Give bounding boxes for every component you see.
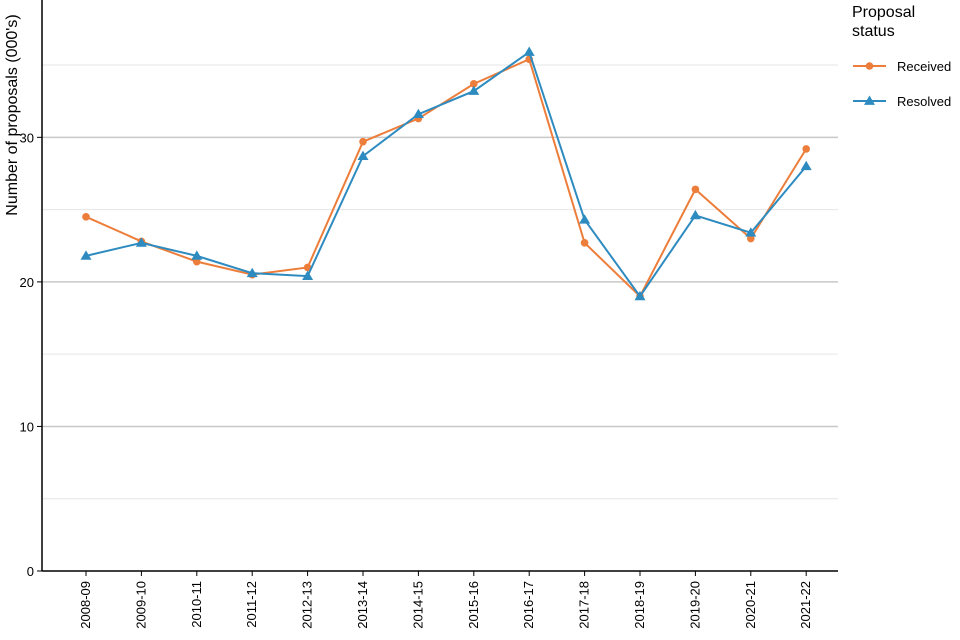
x-tick-label: 2020-21 bbox=[743, 581, 758, 629]
data-point-resolved bbox=[302, 270, 314, 280]
x-tick-label: 2016-17 bbox=[521, 581, 536, 629]
series-line-resolved bbox=[85, 50, 807, 299]
y-tick-label: 10 bbox=[20, 419, 34, 434]
data-point-resolved bbox=[689, 209, 701, 220]
y-tick-label: 30 bbox=[20, 130, 34, 145]
data-point-received bbox=[193, 257, 201, 266]
data-point-resolved bbox=[579, 214, 591, 224]
legend: Proposal status Received Resolved bbox=[852, 4, 951, 109]
data-point-received bbox=[359, 137, 367, 146]
y-axis-ticks: 0 10 20 30 bbox=[20, 130, 42, 579]
data-point-received bbox=[82, 213, 90, 221]
legend-label-resolved: Resolved bbox=[897, 94, 951, 109]
legend-swatch-marker bbox=[865, 62, 874, 70]
x-tick-label: 2009-10 bbox=[133, 581, 148, 629]
legend-item-received: Received bbox=[853, 59, 951, 74]
legend-title-line-1: Proposal bbox=[852, 4, 915, 21]
data-point-resolved bbox=[80, 250, 92, 260]
x-tick-label: 2008-09 bbox=[78, 581, 93, 629]
x-tick-label: 2010-11 bbox=[189, 581, 204, 628]
x-tick-label: 2018-19 bbox=[632, 581, 647, 629]
x-tick-label: 2014-15 bbox=[410, 581, 425, 629]
x-tick-label: 2017-18 bbox=[577, 581, 592, 629]
legend-item-resolved: Resolved bbox=[853, 94, 951, 109]
data-point-resolved bbox=[468, 85, 480, 95]
data-point-resolved bbox=[745, 227, 757, 237]
x-tick-label: 2012-13 bbox=[300, 581, 315, 629]
x-tick-label: 2019-20 bbox=[687, 581, 702, 629]
data-point-received bbox=[303, 263, 312, 272]
y-axis-title: Number of proposals (000's) bbox=[4, 14, 21, 215]
series-resolved bbox=[80, 46, 812, 301]
x-axis-ticks: 2008-09 2009-10 2010-11 2011-12 2012-13 2013-… bbox=[78, 571, 813, 629]
data-point-received bbox=[802, 145, 810, 153]
data-point-received bbox=[580, 239, 589, 247]
series-line-received bbox=[85, 57, 808, 298]
data-point-resolved bbox=[191, 250, 203, 260]
data-point-resolved bbox=[357, 150, 369, 160]
data-point-resolved bbox=[246, 267, 258, 278]
data-point-resolved bbox=[523, 46, 535, 56]
x-tick-label: 2015-16 bbox=[466, 581, 481, 629]
data-point-resolved bbox=[412, 108, 424, 119]
gridlines bbox=[42, 64, 838, 500]
y-tick-label: 20 bbox=[20, 275, 34, 290]
legend-label-received: Received bbox=[897, 59, 951, 74]
y-tick-label: 0 bbox=[27, 564, 34, 579]
series-layer bbox=[80, 46, 812, 301]
data-point-resolved bbox=[135, 237, 147, 247]
series-received bbox=[82, 55, 810, 301]
x-tick-label: 2011-12 bbox=[244, 581, 259, 628]
data-point-resolved bbox=[634, 290, 646, 301]
data-point-received bbox=[691, 185, 700, 194]
legend-swatch-marker bbox=[864, 95, 875, 105]
data-point-resolved bbox=[800, 160, 812, 171]
data-point-received bbox=[470, 80, 478, 88]
legend-items: Received Resolved bbox=[853, 59, 951, 109]
legend-title-line-2: status bbox=[852, 23, 895, 40]
data-point-received bbox=[747, 234, 755, 243]
x-tick-label: 2013-14 bbox=[355, 581, 370, 629]
x-tick-label: 2021-22 bbox=[798, 581, 813, 629]
